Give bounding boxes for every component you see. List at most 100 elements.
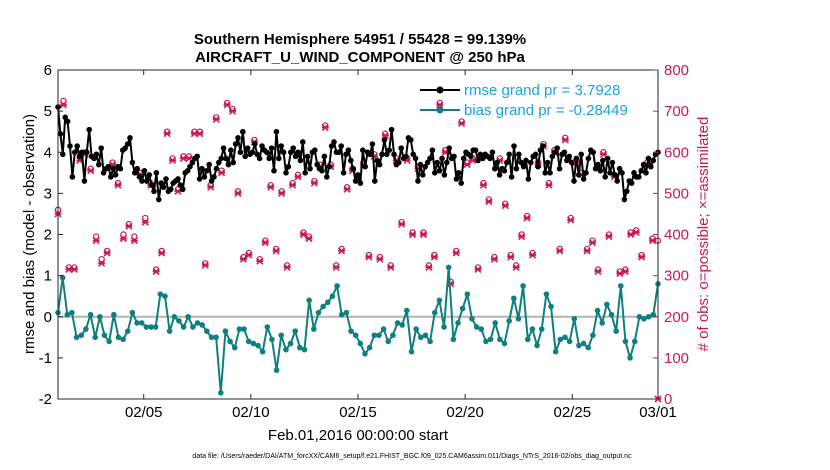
rmse-point — [458, 180, 465, 186]
bias-point — [134, 320, 140, 326]
rmse-point — [199, 165, 205, 172]
obs-assimilated-marker — [408, 230, 417, 239]
obs-assimilated-marker — [168, 156, 177, 165]
rmse-point — [352, 178, 359, 184]
rmse-point — [93, 151, 100, 158]
rmse-point — [57, 130, 64, 137]
y-tick-label: -2 — [39, 391, 52, 408]
rmse-point — [177, 182, 184, 188]
rmse-point — [429, 147, 436, 153]
bias-point — [362, 350, 368, 357]
obs-possible-marker — [142, 214, 149, 222]
bias-point — [129, 309, 136, 316]
obs-assimilated-marker — [103, 249, 111, 257]
rmse-point — [475, 157, 481, 164]
rmse-point — [636, 174, 642, 180]
y-axis-label-right: # of obs: o=possible; ×=assimilated — [695, 117, 712, 352]
bias-point — [338, 311, 345, 318]
bias-point — [538, 326, 545, 332]
obs-assimilated-marker — [632, 228, 640, 237]
rmse-point — [211, 174, 217, 180]
bias-point — [455, 320, 461, 326]
rmse-point — [554, 145, 560, 151]
rmse-point — [540, 143, 546, 149]
legend-rmse-marker — [436, 86, 444, 94]
obs-assimilated-marker — [599, 150, 608, 158]
rmse-point — [108, 174, 114, 180]
rmse-point — [201, 174, 208, 180]
bias-point — [548, 303, 554, 310]
rmse-point — [468, 153, 474, 160]
bias-point — [599, 320, 605, 326]
rmse-point — [249, 149, 256, 156]
obs-assimilated-marker — [87, 167, 95, 175]
bias-point — [371, 332, 378, 339]
obs-assimilated-marker — [92, 237, 100, 245]
rmse-point — [501, 167, 508, 174]
rmse-point — [196, 176, 203, 182]
obs-assimilated-marker — [648, 237, 657, 245]
rmse-point — [614, 178, 620, 184]
rmse-point — [528, 159, 534, 166]
rmse-point — [381, 137, 388, 143]
bias-point — [431, 309, 438, 316]
rmse-point — [537, 147, 544, 153]
bias-point — [557, 336, 564, 343]
obs-assimilated-marker — [239, 255, 248, 263]
bias-point — [306, 297, 312, 304]
bias-point — [329, 293, 336, 299]
rmse-point — [204, 167, 210, 174]
bias-point — [334, 283, 340, 289]
obs-assimilated-marker — [267, 183, 275, 191]
y-right-tick-label: 800 — [664, 62, 689, 79]
rmse-point — [213, 165, 220, 172]
bias-point — [92, 334, 99, 341]
obs-assimilated-marker — [223, 101, 231, 109]
rmse-point — [379, 151, 385, 158]
rmse-point — [597, 167, 604, 174]
rmse-point — [561, 149, 568, 156]
y-tick-label: 6 — [44, 62, 52, 79]
bias-point — [311, 326, 317, 332]
rmse-point — [271, 167, 277, 174]
obs-assimilated-marker — [125, 222, 133, 230]
bias-point — [562, 334, 568, 341]
rmse-point — [312, 147, 318, 153]
rmse-point — [403, 153, 409, 160]
rmse-point — [122, 145, 128, 151]
obs-assimilated-marker — [594, 267, 602, 276]
rmse-point — [386, 147, 393, 153]
bias-point — [483, 338, 489, 345]
obs-assimilated-marker — [256, 257, 264, 265]
obs-assimilated-marker — [545, 181, 553, 189]
rmse-point — [355, 172, 361, 178]
rmse-point — [252, 141, 258, 147]
bias-point — [264, 324, 271, 330]
rmse-point — [544, 159, 551, 166]
rmse-point — [525, 176, 532, 182]
obs-assimilated-marker — [501, 202, 509, 210]
rmse-point — [396, 159, 402, 166]
obs-assimilated-marker — [343, 185, 351, 193]
obs-assimilated-marker — [305, 235, 313, 243]
bias-point — [297, 344, 303, 351]
rmse-point — [453, 176, 460, 182]
bias-point — [487, 336, 494, 343]
obs-assimilated-marker — [283, 263, 291, 271]
bias-point — [515, 316, 522, 322]
rmse-point — [295, 149, 301, 156]
axis-ticks: 02/05 02/10 02/15 02/20 02/25 03/01 -2 -1 0 1 2 3 4 5… — [39, 62, 689, 421]
rmse-point — [242, 153, 248, 160]
rmse-point — [259, 143, 265, 149]
legend: rmse grand pr = 3.7928 bias grand pr = -… — [420, 82, 628, 119]
x-tick-label: 02/25 — [554, 404, 592, 421]
bias-point — [87, 311, 94, 318]
bias-point — [404, 307, 410, 314]
obs-assimilated-marker — [119, 235, 128, 243]
bias-point — [501, 340, 508, 347]
obs-assimilated-marker — [512, 263, 520, 271]
rmse-point — [208, 178, 215, 184]
obs-assimilated-marker — [207, 183, 215, 191]
obs-assimilated-marker — [588, 239, 597, 247]
rmse-point — [556, 165, 563, 172]
